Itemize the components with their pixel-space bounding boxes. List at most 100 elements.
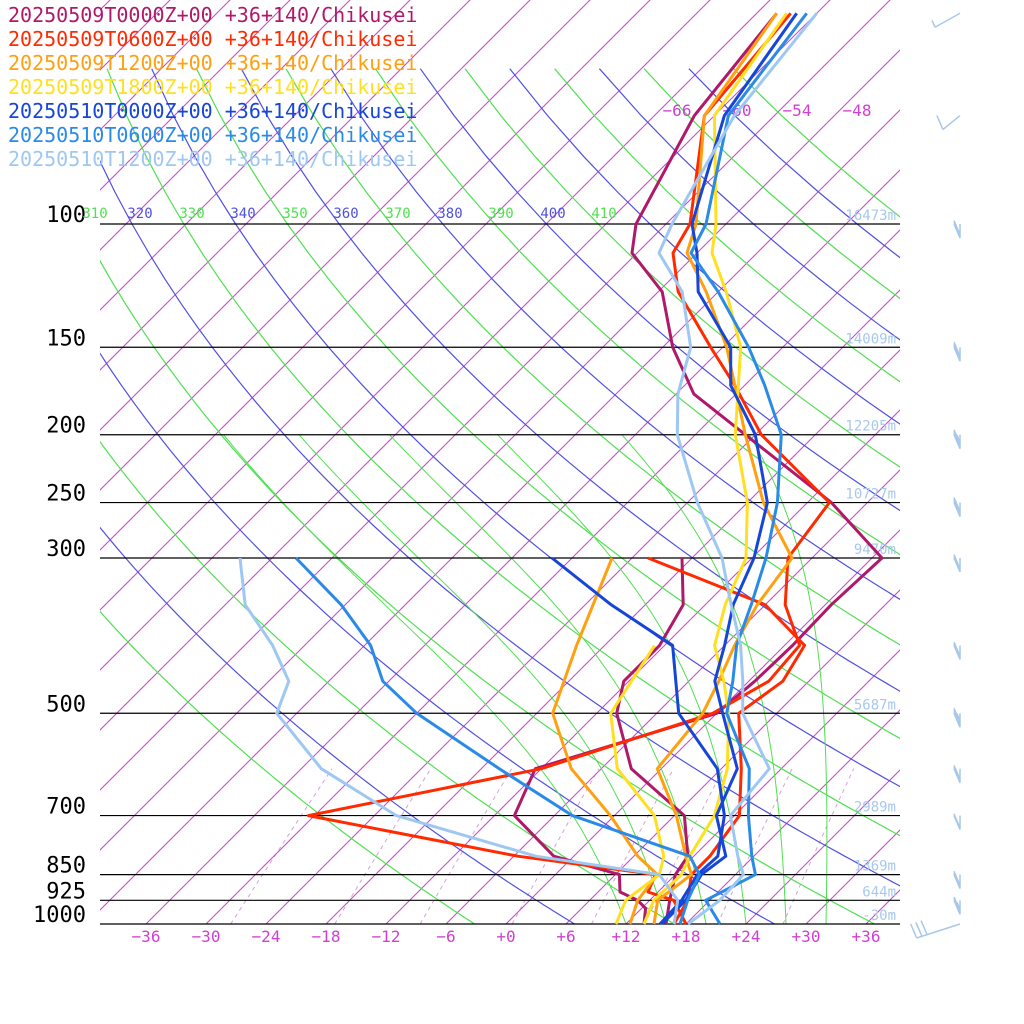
temp-tick-label: −30 bbox=[192, 927, 221, 946]
barb-flag bbox=[910, 923, 918, 939]
temp-tick-label: +12 bbox=[612, 927, 641, 946]
theta-label: 330 bbox=[179, 206, 204, 222]
barb-staff bbox=[942, 114, 961, 131]
mixing-ratio-line bbox=[419, 768, 513, 924]
dewpoint-line bbox=[647, 556, 807, 925]
dry-adiabat bbox=[100, 440, 676, 924]
wind-barb-200 bbox=[953, 429, 961, 450]
dry-adiabat bbox=[106, 68, 900, 837]
dewpoint-line bbox=[551, 556, 726, 926]
legend-entry-2: 20250509T1200Z+00 +36+140/Chikusei bbox=[8, 51, 417, 75]
height-label-150: 14009m bbox=[845, 331, 896, 347]
temp-tick-label: +0 bbox=[496, 927, 515, 946]
barb-half bbox=[956, 901, 961, 910]
temperature-line bbox=[657, 12, 818, 926]
isotherm bbox=[625, 649, 900, 924]
barb-flag bbox=[953, 220, 961, 235]
isotherm bbox=[986, 0, 1024, 924]
dry-adiabat-lines bbox=[100, 68, 900, 924]
height-label-250: 10727m bbox=[845, 487, 896, 503]
wind-barb-150 bbox=[953, 341, 961, 362]
legend-entry-1: 20250509T0600Z+00 +36+140/Chikusei bbox=[8, 27, 417, 51]
mixing-ratio-line bbox=[716, 768, 793, 924]
temp-tick-label: −12 bbox=[372, 927, 401, 946]
theta-label: 380 bbox=[437, 206, 462, 222]
theta-label: 320 bbox=[127, 206, 152, 222]
barb-flag bbox=[915, 922, 923, 937]
dry-adiabat bbox=[100, 159, 900, 887]
dry-adiabat bbox=[240, 68, 900, 692]
dry-adiabat bbox=[464, 68, 900, 468]
upper-isotherm-label: −66 bbox=[663, 101, 692, 120]
sounding-series bbox=[238, 12, 884, 926]
height-labels: 16473m14009m12205m10727m9470m5687m2989m1… bbox=[845, 208, 896, 924]
isotherm bbox=[505, 529, 900, 924]
legend-entry-0: 20250509T0000Z+00 +36+140/Chikusei bbox=[8, 3, 417, 27]
dewpoint-line bbox=[609, 644, 666, 925]
temp-tick-label: −18 bbox=[312, 927, 341, 946]
temp-tick-label: +36 bbox=[852, 927, 881, 946]
dry-adiabat bbox=[100, 526, 576, 924]
isotherm bbox=[565, 589, 900, 924]
theta-label: 410 bbox=[591, 206, 616, 222]
theta-label: 340 bbox=[230, 206, 255, 222]
pressure-label-1000: 1000 bbox=[33, 903, 86, 928]
barb-flag bbox=[953, 870, 961, 886]
isotherm bbox=[685, 709, 900, 924]
pressure-label-100: 100 bbox=[46, 203, 86, 228]
wind-barb-600 bbox=[953, 765, 961, 784]
wind-barb-400 bbox=[953, 641, 961, 660]
isotherm bbox=[100, 0, 531, 431]
wind-barb-300 bbox=[953, 554, 961, 573]
legend: 20250509T0000Z+00 +36+140/Chikusei202505… bbox=[8, 3, 417, 171]
dry-adiabat bbox=[375, 68, 900, 556]
wind-barb-50 bbox=[931, 12, 961, 28]
temp-tick-label: −24 bbox=[252, 927, 281, 946]
barb-half bbox=[956, 434, 961, 443]
temp-tick-label: +24 bbox=[732, 927, 761, 946]
barb-flag bbox=[953, 497, 961, 512]
theta-labels: 310 320 330 340 350 360 370 380 390 400 410 bbox=[82, 206, 616, 222]
series-6 bbox=[238, 12, 818, 926]
theta-label: 360 bbox=[333, 206, 358, 222]
upper-isotherm-label: −48 bbox=[843, 101, 872, 120]
height-label-700: 2989m bbox=[854, 800, 896, 816]
barb-half bbox=[931, 19, 936, 28]
isotherm bbox=[100, 0, 411, 311]
temp-tick-label: +6 bbox=[556, 927, 575, 946]
barb-flag bbox=[953, 341, 961, 357]
pressure-label-925: 925 bbox=[46, 879, 86, 904]
theta-label: 350 bbox=[282, 206, 307, 222]
wind-barb-100 bbox=[953, 220, 961, 239]
dry-adiabat bbox=[151, 68, 900, 788]
series-2 bbox=[551, 12, 794, 925]
barb-flag bbox=[920, 920, 928, 935]
temperature-line bbox=[689, 12, 808, 925]
height-label-200: 12205m bbox=[845, 419, 896, 435]
height-label-500: 5687m bbox=[854, 697, 896, 713]
wind-barb-700 bbox=[953, 813, 961, 830]
barb-flag bbox=[936, 115, 944, 130]
dry-adiabat bbox=[195, 68, 900, 740]
temp-tick-label: +30 bbox=[792, 927, 821, 946]
dry-adiabat bbox=[100, 352, 776, 924]
temperature-line bbox=[512, 12, 884, 925]
isotherm bbox=[865, 889, 900, 924]
isotherm bbox=[445, 469, 900, 924]
barb-flag bbox=[953, 641, 961, 657]
height-label-1000: -30m bbox=[862, 908, 896, 924]
dry-adiabat bbox=[100, 259, 876, 924]
pressure-label-200: 200 bbox=[46, 414, 86, 439]
mixing-ratio-line bbox=[591, 768, 674, 924]
wind-barb-250 bbox=[953, 497, 961, 517]
dry-adiabat bbox=[330, 68, 900, 601]
series-5 bbox=[294, 12, 808, 925]
height-label-850: 1369m bbox=[854, 859, 896, 875]
theta-label: 310 bbox=[82, 206, 107, 222]
pressure-label-500: 500 bbox=[46, 692, 86, 717]
pressure-label-850: 850 bbox=[46, 854, 86, 879]
barb-flag bbox=[953, 554, 961, 569]
wind-barb-500 bbox=[953, 707, 961, 728]
